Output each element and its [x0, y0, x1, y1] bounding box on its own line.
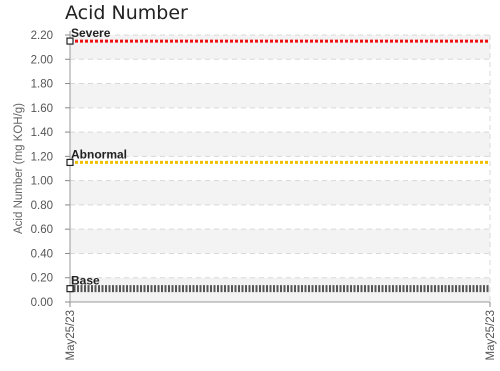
- grid-band: [70, 35, 490, 60]
- y-tick-label: 0.00: [31, 297, 53, 309]
- x-tick-label: May25/23: [65, 310, 77, 361]
- series-lines: [66, 37, 490, 293]
- axes: [69, 31, 490, 303]
- severe-label: Severe: [71, 26, 111, 40]
- y-tick-label: 1.00: [31, 176, 53, 188]
- y-tick-label: 0.60: [31, 224, 53, 236]
- grid-band: [70, 229, 490, 254]
- y-tick-label: 1.80: [31, 79, 53, 91]
- abnormal-label: Abnormal: [71, 147, 127, 161]
- y-tick-label: 1.40: [31, 127, 53, 139]
- grid-band: [70, 83, 490, 108]
- severe-marker: [66, 37, 74, 45]
- y-tick-label: 2.20: [31, 30, 53, 42]
- chart-title: Acid Number: [65, 2, 188, 24]
- x-tick-label: May25/23: [485, 310, 497, 361]
- grid-band: [70, 180, 490, 205]
- grid-lines: [65, 34, 491, 307]
- base-label: Base: [71, 274, 100, 288]
- plot-bands: [70, 35, 490, 302]
- y-tick-label: 0.80: [31, 200, 53, 212]
- y-tick-labels: 0.00 0.20 0.40 0.60 0.80 1.00 1.20 1.40 1.60 1.80…: [31, 30, 53, 309]
- x-tick-labels: May25/23 May25/23: [65, 310, 497, 361]
- y-axis-title: Acid Number (mg KOH/g): [13, 103, 25, 234]
- base-marker: [66, 285, 74, 293]
- y-tick-label: 1.20: [31, 151, 53, 163]
- y-tick-label: 2.00: [31, 54, 53, 66]
- grid-band: [70, 132, 490, 157]
- y-tick-label: 0.40: [31, 248, 53, 260]
- threshold-labels: Severe Abnormal Base: [71, 26, 127, 288]
- y-tick-label: 1.60: [31, 103, 53, 115]
- abnormal-marker: [66, 158, 74, 167]
- y-tick-label: 0.20: [31, 273, 53, 285]
